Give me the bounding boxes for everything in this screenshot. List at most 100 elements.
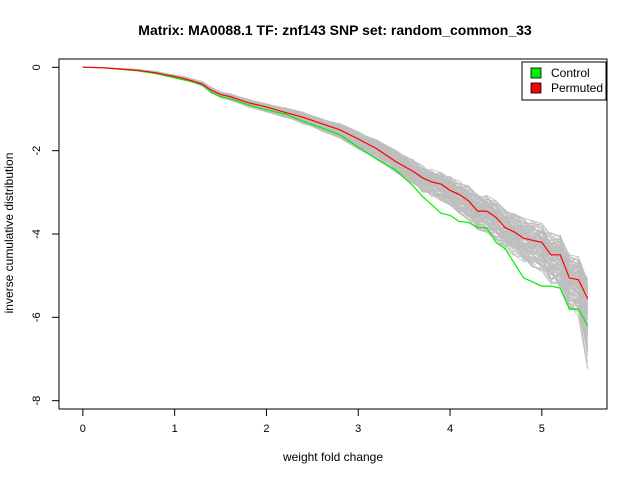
chart-title: Matrix: MA0088.1 TF: znf143 SNP set: ran… xyxy=(138,22,532,38)
x-tick-label: 0 xyxy=(80,423,86,435)
x-tick-label: 1 xyxy=(172,423,178,435)
permutation-line xyxy=(82,66,589,306)
permutation-line xyxy=(82,66,589,348)
permutation-line xyxy=(82,66,589,317)
legend: Control Permuted xyxy=(521,61,607,101)
permutation-line xyxy=(82,66,589,335)
permutation-line xyxy=(82,66,589,340)
permutation-line xyxy=(82,66,589,344)
permutation-line xyxy=(82,66,588,298)
y-tick-label: -4 xyxy=(31,229,43,239)
permutation-line xyxy=(82,66,589,348)
permutation-line xyxy=(82,66,589,302)
x-tick-label: 2 xyxy=(263,423,269,435)
permutation-line xyxy=(82,66,589,351)
permutation-line xyxy=(82,66,589,282)
permutation-line xyxy=(82,66,589,310)
permutation-line xyxy=(82,66,588,304)
permutation-line xyxy=(82,66,589,298)
permutation-line xyxy=(82,66,589,330)
y-tick-label: -6 xyxy=(31,312,43,322)
permutation-line xyxy=(82,66,588,303)
x-tick-label: 5 xyxy=(539,423,545,435)
permutation-line xyxy=(82,66,589,292)
legend-swatch-permuted xyxy=(530,82,542,94)
permutation-line xyxy=(82,66,589,292)
permutation-line xyxy=(82,66,589,332)
x-axis-label: weight fold change xyxy=(282,450,383,464)
permutation-line xyxy=(82,66,589,351)
permutation-line xyxy=(82,66,589,319)
permutation-line xyxy=(82,66,589,313)
permutation-line xyxy=(82,66,589,291)
permutation-line xyxy=(82,66,589,312)
permutation-line xyxy=(82,66,588,310)
legend-label-control: Control xyxy=(551,66,590,80)
permutation-line xyxy=(82,66,588,291)
permutation-line xyxy=(82,66,589,290)
permutation-line xyxy=(82,66,589,293)
permutation-line xyxy=(82,66,589,328)
permutation-line xyxy=(82,66,589,300)
permutation-line xyxy=(82,66,589,310)
permutation-line xyxy=(82,66,589,353)
x-tick-label: 4 xyxy=(447,423,453,435)
permutation-line xyxy=(82,66,589,306)
permutation-line xyxy=(82,66,589,336)
permutation-line xyxy=(82,66,589,314)
legend-swatch-control xyxy=(530,67,542,79)
x-axis: 0 1 2 3 4 5 xyxy=(80,408,545,435)
permutation-line xyxy=(82,66,589,300)
permutation-line xyxy=(82,66,589,351)
permutation-line xyxy=(82,66,589,357)
permutation-line xyxy=(82,66,589,289)
y-axis: 0 -2 -4 -6 -8 xyxy=(31,64,60,406)
permutation-line xyxy=(82,66,589,320)
y-axis-label: inverse cumulative distribution xyxy=(2,153,16,314)
permutation-line xyxy=(82,66,589,324)
permutation-lines xyxy=(82,66,589,370)
series-lines xyxy=(82,66,589,326)
permutation-line xyxy=(82,66,589,315)
permutation-line xyxy=(82,66,589,302)
permutation-line xyxy=(82,66,589,312)
permutation-line xyxy=(82,66,589,321)
permutation-line xyxy=(82,66,589,298)
x-tick-label: 3 xyxy=(355,423,361,435)
y-tick-label: -8 xyxy=(31,396,43,406)
permutation-line xyxy=(82,66,589,356)
series-line-control xyxy=(82,66,589,326)
permutation-line xyxy=(82,66,589,282)
permutation-line xyxy=(82,66,589,307)
permutation-line xyxy=(82,66,589,336)
permutation-line xyxy=(82,66,589,300)
permutation-line xyxy=(82,66,589,303)
permutation-line xyxy=(82,66,589,289)
permutation-line xyxy=(82,66,589,337)
permutation-line xyxy=(82,66,589,283)
permutation-line xyxy=(82,66,589,310)
permutation-line xyxy=(82,66,588,289)
permutation-line xyxy=(82,66,589,320)
permutation-line xyxy=(82,66,589,288)
permutation-line xyxy=(82,66,589,302)
permutation-line xyxy=(82,66,589,292)
permutation-line xyxy=(82,66,589,325)
permutation-line xyxy=(82,66,589,329)
permutation-line xyxy=(82,66,589,310)
permutation-line xyxy=(82,66,589,305)
permutation-line xyxy=(82,66,589,335)
permutation-line xyxy=(82,66,589,291)
permutation-line xyxy=(82,66,589,335)
y-tick-label: -2 xyxy=(31,146,43,156)
permutation-line xyxy=(82,66,589,290)
permutation-line xyxy=(82,66,589,306)
series-line-permuted xyxy=(82,66,589,299)
permutation-line xyxy=(82,66,589,287)
permutation-line xyxy=(82,66,589,338)
permutation-line xyxy=(82,66,589,329)
y-tick-label: 0 xyxy=(31,64,43,70)
permutation-line xyxy=(82,66,589,290)
permutation-line xyxy=(82,66,589,287)
